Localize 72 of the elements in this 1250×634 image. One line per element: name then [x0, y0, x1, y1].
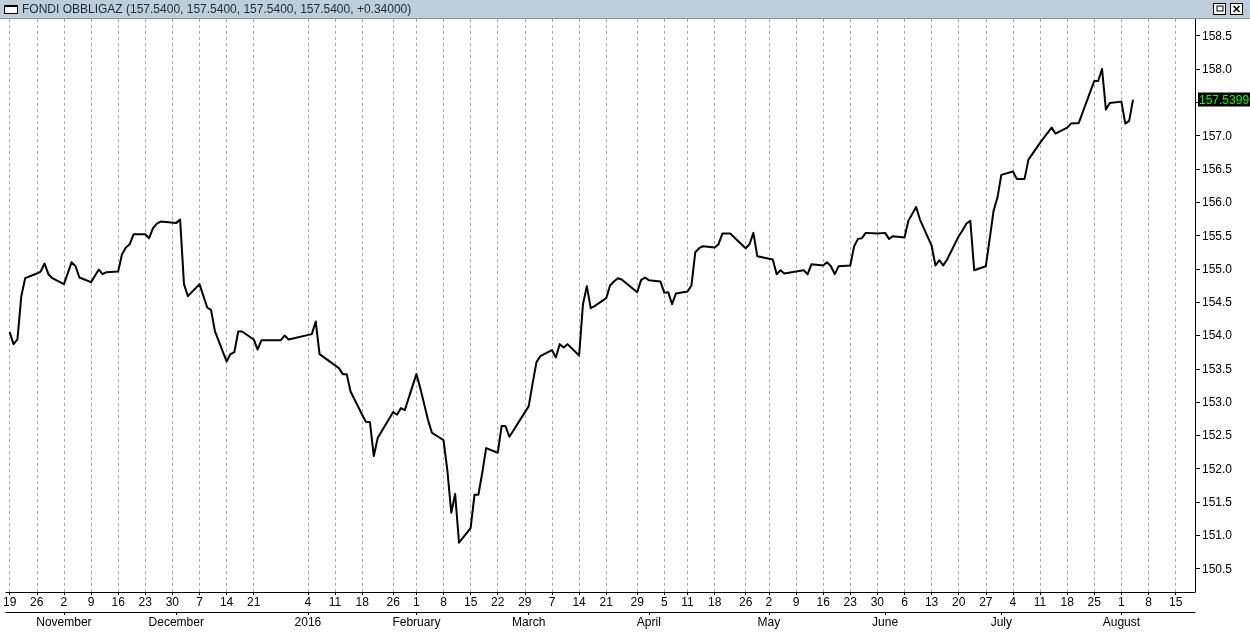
- x-tick-label: 8: [1145, 595, 1153, 609]
- x-tick-label: 27: [979, 595, 993, 609]
- x-tick-label: 26: [386, 595, 401, 609]
- y-tick-label: 154.5: [1202, 295, 1233, 310]
- x-tick-label: 7: [196, 595, 204, 609]
- x2-tick-label: June: [872, 615, 899, 629]
- x-tick-label: 22: [491, 595, 505, 609]
- x-tick-label: 30: [870, 595, 885, 609]
- x-tick-label: 5: [660, 595, 668, 609]
- x-tick-label: 11: [1033, 595, 1047, 609]
- x-tick-label: 14: [219, 595, 234, 609]
- x2-tick-label: April: [636, 615, 661, 629]
- y-tick-label: 151.5: [1202, 495, 1233, 510]
- x-tick-label: 18: [1060, 595, 1075, 609]
- y-tick-label: 158.5: [1202, 28, 1233, 43]
- x-tick-label: 26: [30, 595, 44, 609]
- x-tick-label: 13: [924, 595, 939, 609]
- x2-tick-label: December: [148, 615, 204, 629]
- x2-tick-label: November: [36, 615, 92, 629]
- x-tick-label: 9: [792, 595, 800, 609]
- x-tick-label: 15: [463, 595, 478, 609]
- y-tick-label: 153.0: [1202, 395, 1233, 410]
- x2-tick-label: February: [392, 615, 441, 629]
- x-tick-label: 16: [816, 595, 831, 609]
- x2-tick-label: May: [757, 615, 781, 629]
- text: 157.5399: [1199, 92, 1250, 107]
- line-series: [8, 67, 1135, 544]
- y-tick-label: 157.0: [1202, 128, 1233, 143]
- x-tick-label: 7: [548, 595, 556, 609]
- y-tick-label: 150.5: [1202, 561, 1233, 576]
- y-tick-label: 154.0: [1202, 328, 1233, 343]
- x-tick-label: 14: [572, 595, 587, 609]
- y-tick-label: 155.5: [1202, 228, 1233, 243]
- x-tick-label: 8: [440, 595, 448, 609]
- x-tick-label: 29: [518, 595, 532, 609]
- x2-tick-label: March: [512, 615, 546, 629]
- x-tick-label: 23: [138, 595, 153, 609]
- x-tick-label: 19: [2, 595, 17, 609]
- x-tick-label: 11: [328, 595, 342, 609]
- x-tick-label: 25: [1087, 595, 1102, 609]
- x-tick-label: 18: [355, 595, 370, 609]
- y-tick-label: 156.0: [1202, 195, 1233, 210]
- x-tick-label: 1: [1118, 595, 1126, 609]
- x-tick-label: 2: [765, 595, 773, 609]
- x2-tick-label: July: [990, 615, 1012, 629]
- y-tick-label: 152.0: [1202, 461, 1233, 476]
- y-tick-label: 152.5: [1202, 428, 1233, 443]
- y-tick-label: 151.0: [1202, 528, 1233, 543]
- x-tick-label: 21: [599, 595, 614, 609]
- x-tick-label: 16: [111, 595, 126, 609]
- x-tick-label: 6: [901, 595, 909, 609]
- x-tick-label: 11: [681, 595, 695, 609]
- chart-title: FONDI OBBLIGAZ (157.5400, 157.5400, 157.5400, 157.5400, +0.34000): [22, 2, 412, 16]
- x-tick-label: 9: [87, 595, 95, 609]
- x-tick-label: 2: [60, 595, 68, 609]
- y-tick-label: 156.5: [1202, 161, 1233, 176]
- x-tick-label: 29: [630, 595, 645, 609]
- y-tick-label: 155.0: [1202, 261, 1233, 276]
- x-tick-label: 15: [1168, 595, 1183, 609]
- x2-tick-label: 2016: [294, 615, 322, 629]
- x-tick-label: 23: [843, 595, 858, 609]
- x-tick-label: 20: [952, 595, 966, 609]
- x-tick-label: 26: [738, 595, 753, 609]
- x-tick-label: 21: [247, 595, 261, 609]
- x-tick-label: 30: [165, 595, 180, 609]
- x-tick-label: 1: [413, 595, 421, 609]
- y-tick-label: 153.5: [1202, 361, 1233, 376]
- x2-tick-label: August: [1102, 615, 1141, 629]
- x-tick-label: 4: [304, 595, 312, 609]
- x-tick-label: 18: [707, 595, 722, 609]
- y-tick-label: 158.0: [1202, 61, 1233, 76]
- x-tick-label: 4: [1009, 595, 1017, 609]
